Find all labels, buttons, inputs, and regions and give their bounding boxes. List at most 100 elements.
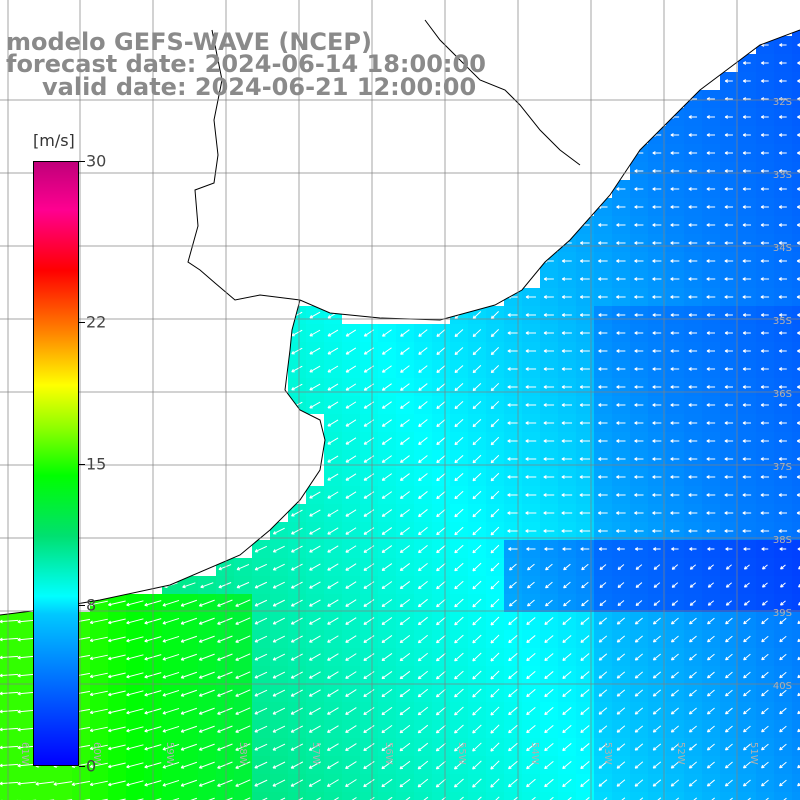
wind-arrow [435,760,446,770]
wind-arrow [580,743,590,752]
wind-arrow [761,725,769,733]
wind-arrow [761,635,769,643]
wind-arrow [742,779,751,787]
wind-arrow [418,544,428,554]
wind-arrow [508,706,518,716]
wind-speed-cell [486,792,504,800]
wind-arrow [743,653,751,661]
wind-arrow [525,457,537,461]
wind-arrow [634,313,644,317]
wind-arrow [435,688,446,698]
wind-arrow [689,617,697,625]
wind-speed-cell [342,792,360,800]
wind-arrow [544,635,554,644]
wind-arrow [653,600,661,606]
wind-arrow [381,688,393,698]
wind-arrow [689,582,697,588]
wind-arrow [688,259,698,263]
wind-arrow [399,491,410,499]
wind-arrow [436,580,446,590]
wind-arrow [634,617,643,625]
wind-arrow [652,475,662,479]
wind-arrow [308,761,321,769]
wind-arrow [743,617,751,625]
wind-arrow [454,436,464,446]
wind-arrow [706,151,716,155]
wind-arrow [779,725,787,733]
wind-arrow [616,421,626,425]
wind-arrow [724,511,734,515]
wind-arrow [761,313,769,317]
wind-arrow [290,761,304,769]
wind-arrow [436,455,446,464]
wind-arrow [797,620,800,625]
wind-arrow [454,706,464,716]
wind-speed-cell [792,612,800,630]
wind-arrow [418,419,428,427]
wind-arrow [327,419,339,427]
wind-arrow [543,367,555,371]
wind-arrow [418,347,428,355]
wind-arrow [724,187,734,191]
wind-arrow [706,421,716,425]
wind-arrow [254,617,268,625]
wind-arrow [418,329,428,337]
wind-arrow [706,367,716,371]
wind-arrow [634,169,644,173]
wind-arrow [291,563,303,571]
wind-speed-cell [792,684,800,702]
wind-arrow [580,707,590,716]
wind-speed-cell [252,792,270,800]
wind-speed-cell [792,630,800,648]
wind-arrow [706,331,715,335]
title-valid-date: valid date: 2024-06-21 12:00:00 [42,73,477,101]
wind-arrow [580,617,590,625]
wind-arrow [796,205,800,209]
wind-arrow [290,599,303,607]
wind-arrow [345,455,357,463]
wind-arrow [724,529,734,533]
wind-arrow [543,403,555,407]
wind-arrow [760,223,769,227]
wind-arrow [363,743,375,752]
wind-arrow [453,778,464,788]
wind-arrow [526,724,536,734]
wind-arrow [688,331,698,335]
wind-arrow [778,403,787,407]
wind-arrow [634,457,644,461]
wind-arrow [598,511,608,515]
wind-arrow [0,673,19,678]
wind-arrow [527,581,535,589]
wind-arrow [778,277,787,281]
wind-arrow [417,742,429,752]
wind-arrow [291,545,303,553]
wind-arrow [579,529,591,533]
wind-arrow [507,493,519,497]
wind-arrow [508,778,518,788]
wind-arrow [778,439,787,443]
wind-arrow [381,742,393,752]
wind-arrow [381,365,392,373]
wind-arrow [561,529,573,533]
lon-label: 60W [91,742,102,765]
wind-arrow [436,437,446,446]
wind-arrow [634,653,644,661]
wind-arrow [291,527,303,535]
wind-arrow [599,564,607,570]
wind-arrow [706,313,715,317]
wind-arrow [670,493,680,497]
wind-arrow [235,599,251,607]
wind-arrow [272,563,285,571]
wind-arrow [706,385,716,389]
wind-arrow [525,475,537,479]
wind-arrow [162,779,180,787]
wind-arrow [381,401,392,409]
wind-arrow [778,205,787,209]
wind-arrow [309,329,321,337]
wind-arrow [472,508,482,518]
wind-arrow [162,743,180,751]
wind-speed-cell [306,792,324,800]
wind-arrow [598,385,608,389]
wind-arrow [544,760,554,770]
wind-arrow [779,133,787,137]
